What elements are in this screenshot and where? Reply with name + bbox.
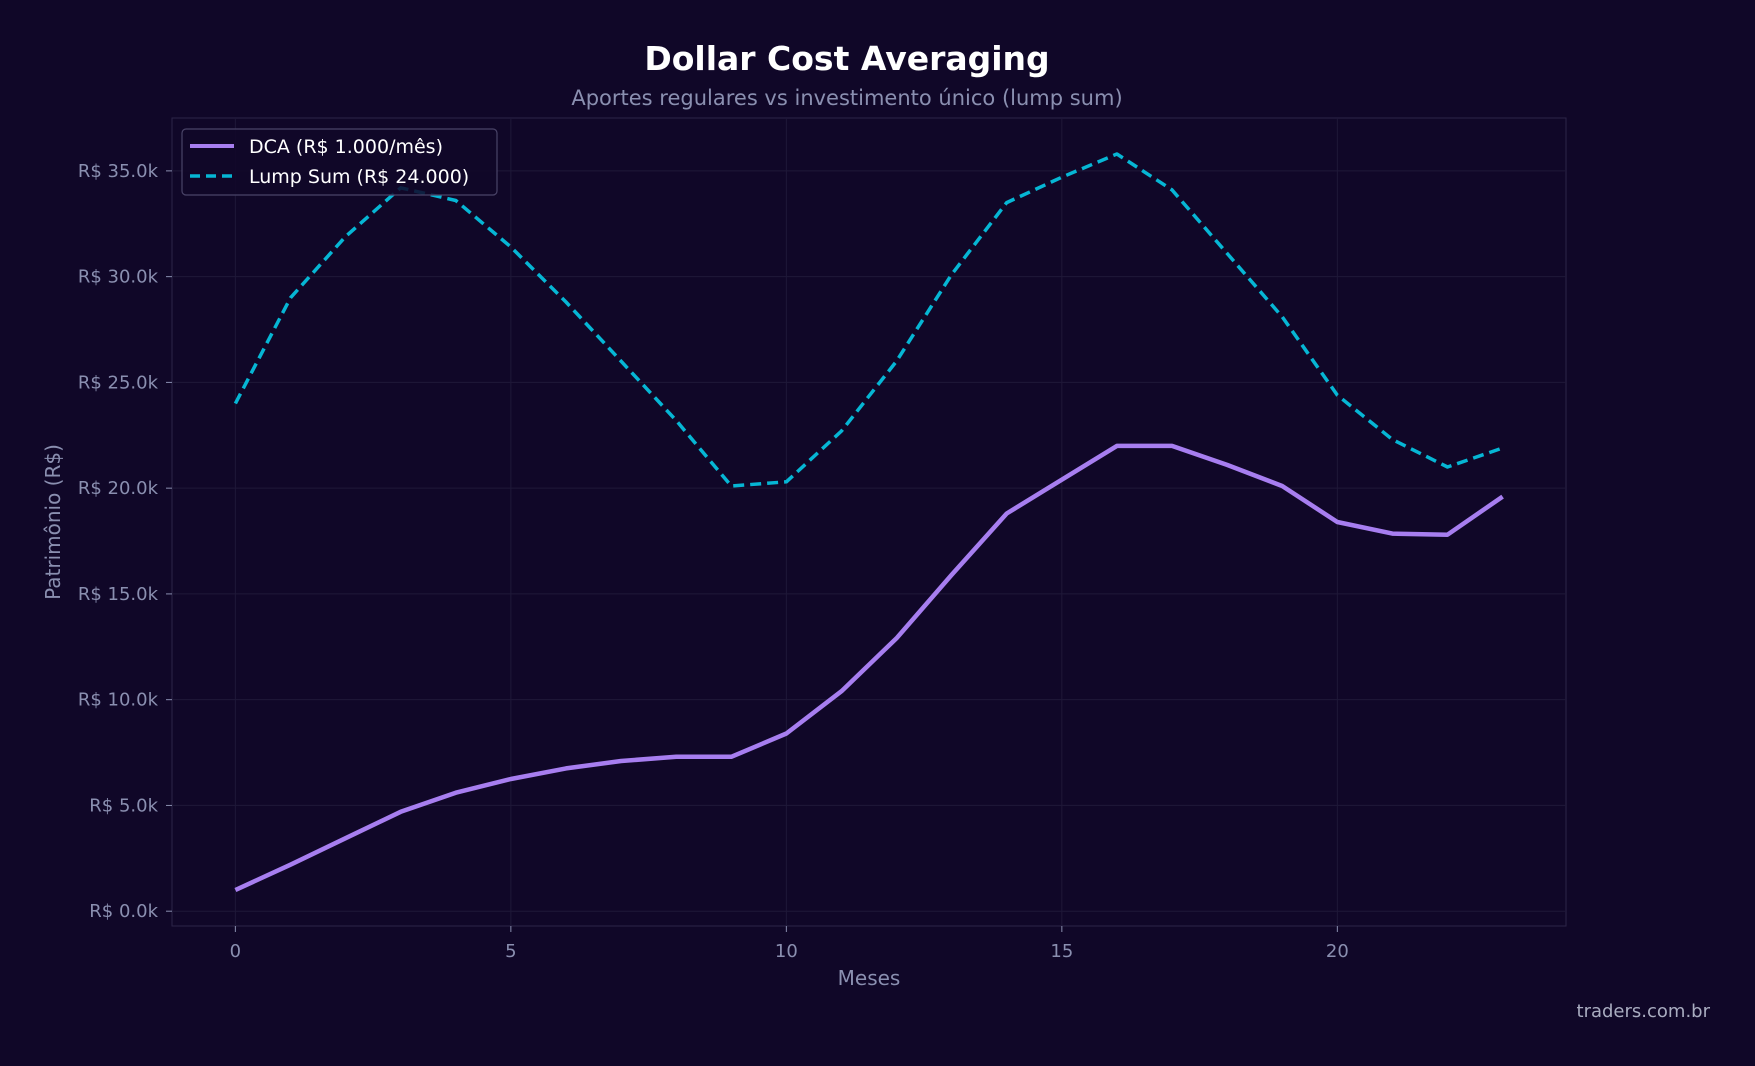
x-tick-label: 20 bbox=[1326, 941, 1349, 962]
legend-box bbox=[181, 128, 498, 196]
y-tick-label: R$ 15.0k bbox=[78, 584, 159, 605]
y-tick-label: R$ 0.0k bbox=[89, 901, 158, 922]
y-axis-label: Patrimônio (R$) bbox=[41, 444, 65, 600]
series-line-lump-sum bbox=[233, 152, 1504, 488]
y-tick-label: R$ 30.0k bbox=[78, 267, 159, 288]
legend: DCA (R$ 1.000/mês) Lump Sum (R$ 24.000) bbox=[181, 128, 498, 196]
chart-title: Dollar Cost Averaging bbox=[644, 39, 1049, 78]
y-tick-label: R$ 10.0k bbox=[78, 690, 159, 711]
y-tick-label: R$ 25.0k bbox=[78, 372, 159, 393]
axis-ticks: 0 5 10 15 20 R$ 0.0k R$ 5.0k R$ 10.0k R$ 15.0k R$… bbox=[78, 161, 1349, 962]
x-axis-label: Meses bbox=[838, 966, 901, 990]
x-tick-label: 0 bbox=[230, 941, 241, 962]
grid bbox=[172, 118, 1566, 926]
legend-label-dca: DCA (R$ 1.000/mês) bbox=[249, 136, 443, 158]
watermark: traders.com.br bbox=[1577, 1001, 1711, 1022]
x-tick-label: 10 bbox=[775, 941, 798, 962]
y-tick-label: R$ 5.0k bbox=[89, 795, 158, 816]
legend-label-lump-sum: Lump Sum (R$ 24.000) bbox=[249, 166, 469, 188]
x-tick-label: 15 bbox=[1050, 941, 1073, 962]
x-tick-label: 5 bbox=[505, 941, 516, 962]
series-lines bbox=[233, 152, 1504, 893]
series-line-dca bbox=[234, 443, 1504, 893]
plot-area bbox=[171, 117, 1567, 927]
chart-subtitle: Aportes regulares vs investimento único … bbox=[571, 86, 1122, 110]
y-tick-label: R$ 35.0k bbox=[78, 161, 159, 182]
y-tick-label: R$ 20.0k bbox=[78, 478, 159, 499]
